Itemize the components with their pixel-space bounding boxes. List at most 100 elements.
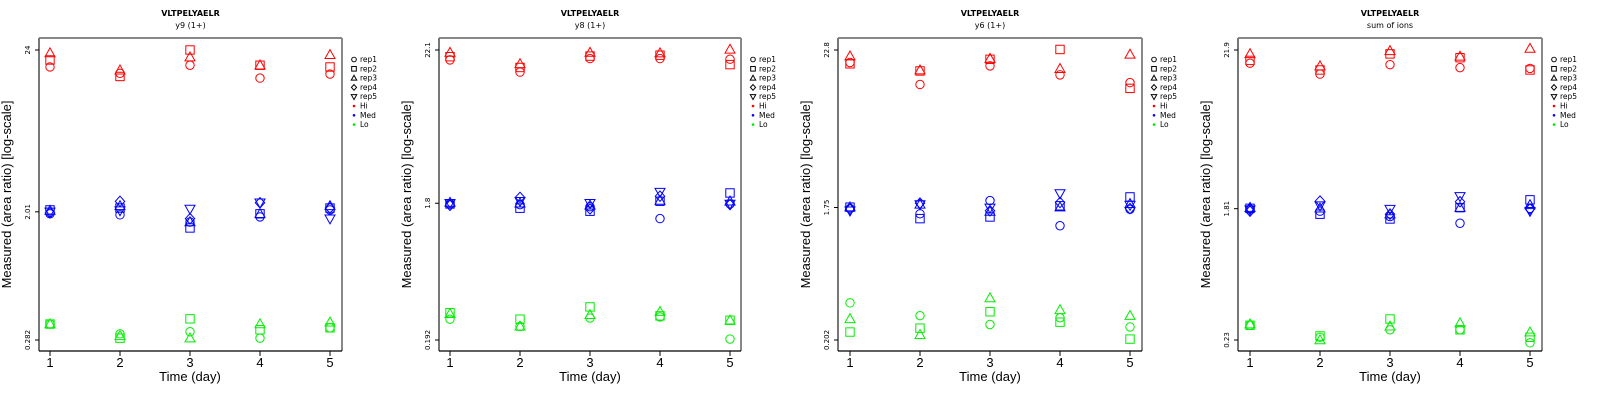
legend-label: rep2: [759, 64, 776, 73]
point-lo-rep1: [1525, 338, 1535, 348]
point-lo-rep2: [325, 323, 335, 333]
legend-symbol-rep5: [350, 94, 358, 101]
point-lo-rep3: [584, 308, 596, 320]
legend-symbol-rep3: [749, 74, 757, 81]
point-hi-rep2: [915, 66, 925, 76]
point-lo-rep3: [1244, 317, 1256, 329]
point-med-rep5: [444, 199, 456, 210]
point-med-rep3: [444, 196, 456, 207]
chart-title: VLTPELYAELR: [961, 9, 1020, 18]
legend-label: Lo: [1560, 120, 1569, 129]
point-med-rep5: [1054, 189, 1066, 200]
point-lo-rep3: [1314, 333, 1326, 345]
legend-label: Hi: [1560, 102, 1568, 111]
point-hi-rep1: [1055, 70, 1065, 80]
point-med-rep4: [1054, 196, 1066, 209]
point-lo-rep2: [1315, 331, 1325, 341]
legend-symbol-rep5: [1550, 94, 1558, 101]
point-hi-rep2: [725, 59, 735, 70]
point-hi-rep3: [1054, 62, 1066, 73]
point-med-rep4: [844, 203, 856, 216]
point-med-rep1: [655, 213, 665, 224]
chart-subtitle: y9 (1+): [175, 21, 205, 30]
point-med-rep5: [844, 206, 856, 217]
point-med-rep5: [914, 200, 926, 211]
x-tick-label: 4: [256, 355, 263, 370]
point-hi-rep2: [1245, 55, 1255, 66]
legend-label: Hi: [1160, 102, 1168, 111]
legend-label: rep1: [1160, 55, 1177, 64]
legend-label: rep1: [1560, 55, 1577, 64]
point-hi-rep2: [185, 45, 195, 55]
legend-dot-hi: [352, 104, 356, 108]
point-hi-rep2: [325, 62, 335, 72]
y-tick-label: 0.23: [1223, 332, 1231, 348]
legend-label: rep3: [1160, 74, 1177, 83]
point-med-rep1: [915, 209, 925, 219]
legend-label: rep4: [1560, 83, 1577, 92]
point-hi-rep1: [45, 62, 55, 72]
point-hi-rep1: [985, 61, 995, 71]
point-hi-rep3: [1124, 48, 1136, 59]
y-tick-label: 22.1: [424, 42, 432, 58]
point-lo-rep1: [985, 319, 995, 330]
legend-dot-med: [751, 114, 755, 117]
point-med-rep5: [584, 199, 596, 210]
point-med-rep5: [724, 199, 736, 211]
point-med-rep2: [725, 188, 735, 198]
point-lo-rep3: [1054, 303, 1066, 315]
x-tick-label: 2: [116, 355, 123, 370]
chart-title: VLTPELYAELR: [561, 9, 620, 18]
legend-dot-med: [1152, 114, 1156, 117]
point-lo-rep2: [585, 302, 595, 312]
point-lo-rep1: [185, 327, 195, 337]
point-hi-rep2: [985, 54, 995, 64]
point-lo-rep3: [114, 329, 126, 341]
chart-subtitle: sum of ions: [1367, 21, 1413, 30]
x-tick-label: 1: [846, 355, 853, 370]
point-med-rep5: [44, 207, 56, 219]
point-hi-rep1: [445, 55, 455, 65]
point-lo-rep2: [255, 325, 265, 335]
point-hi-rep2: [45, 55, 55, 65]
point-med-rep4: [984, 204, 996, 217]
point-med-rep3: [1124, 197, 1136, 208]
point-hi-rep3: [1454, 50, 1466, 61]
point-med-rep5: [1314, 201, 1326, 212]
x-tick-label: 4: [1456, 355, 1463, 370]
point-lo-rep3: [44, 317, 56, 329]
point-med-rep3: [1524, 198, 1536, 210]
point-hi-rep3: [1384, 44, 1396, 56]
legend-label: Med: [360, 111, 376, 120]
y-tick-label: 2.01: [24, 204, 32, 220]
point-hi-rep3: [254, 59, 266, 70]
point-med-rep4: [584, 202, 596, 215]
legend-dot-lo: [352, 123, 356, 126]
point-hi-rep1: [255, 73, 265, 83]
x-tick-label: 3: [986, 355, 993, 370]
legend-label: rep1: [759, 55, 776, 64]
legend-label: Hi: [759, 102, 767, 111]
point-hi-rep1: [655, 53, 665, 64]
x-tick-label: 2: [916, 355, 923, 370]
point-med-rep2: [915, 213, 925, 224]
point-lo-rep2: [845, 327, 855, 337]
legend-label: Med: [1160, 111, 1176, 120]
point-hi-rep3: [1244, 47, 1256, 59]
chart-subtitle: y8 (1+): [575, 21, 605, 30]
point-med-rep2: [1125, 192, 1135, 202]
chart-panel-3: VLTPELYAELR y6 (1+) 22.8 1.75 0.202 1 2 3 4 5 Time…: [798, 9, 1177, 384]
chart-panel-4: VLTPELYAELR sum of ions 21.9 1.81 0.23 1 2 3 4 5 T…: [1198, 9, 1577, 384]
point-med-rep4: [514, 191, 526, 204]
point-hi-rep3: [114, 64, 126, 75]
point-lo-rep3: [514, 320, 526, 331]
y-tick-label: 0.192: [424, 330, 432, 350]
legend-symbol-rep3: [1550, 74, 1558, 81]
legend-symbol-rep1: [1151, 56, 1157, 63]
point-med-rep2: [585, 206, 595, 216]
legend-symbol-rep3: [1150, 74, 1158, 81]
point-med-rep5: [1454, 192, 1466, 203]
legend-symbol-rep5: [1150, 94, 1158, 101]
legend-label: rep4: [360, 83, 377, 92]
